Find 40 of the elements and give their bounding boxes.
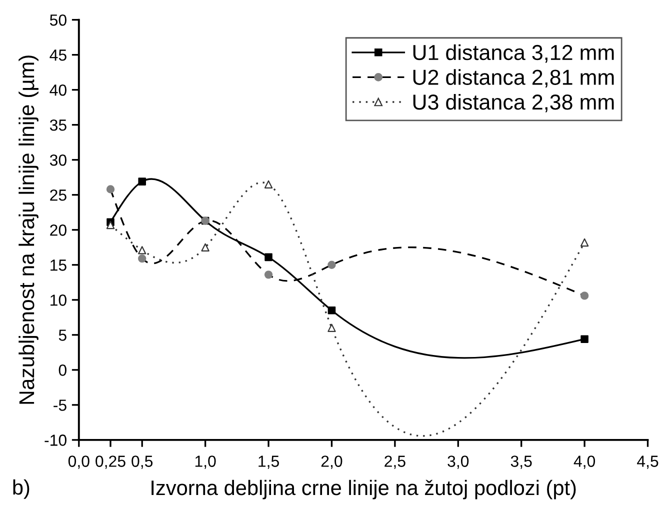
- point: [138, 246, 146, 254]
- point: [580, 335, 588, 343]
- y-tick-label: 45: [50, 50, 66, 61]
- x-tick-label: 4,0: [574, 456, 596, 469]
- point: [328, 306, 336, 314]
- x-tick-label: 3,0: [448, 456, 469, 469]
- x-tick-label: 3,5: [510, 456, 532, 469]
- y-tick-label: 10: [50, 294, 66, 306]
- y-tick-label: 50: [50, 14, 66, 26]
- x-axis-title: Izvorna debljina crne linije na žutoj podlozi (pt): [152, 480, 576, 500]
- y-tick-label: 40: [50, 84, 66, 96]
- y-tick-label: -10: [44, 434, 66, 446]
- y-tick-label: 15: [50, 260, 66, 271]
- point: [580, 238, 589, 247]
- y-tick-label: 20: [50, 224, 66, 236]
- x-tick-label: 2,0: [321, 456, 342, 469]
- point: [201, 243, 210, 252]
- x-tick-label: 0,25: [96, 456, 126, 469]
- y-tick-label: 25: [50, 189, 66, 201]
- y-tick-label: -5: [54, 400, 66, 411]
- y-tick-label: 35: [50, 119, 66, 131]
- y-tick-label: 30: [50, 154, 66, 166]
- text: b): [13, 479, 30, 499]
- legend-label: U2 distanca 2,81 mm: [413, 69, 614, 88]
- legend-label: U3 distanca 2,38 mm: [413, 94, 614, 112]
- legend-label: U1 distanca 3,12 mm: [413, 44, 614, 63]
- point: [328, 324, 336, 332]
- x-tick-label: 1,5: [258, 456, 279, 469]
- x-tick-label: 1,0: [195, 456, 216, 469]
- x-tick-label: 0,0: [68, 456, 90, 469]
- y-tick-label: 5: [58, 330, 66, 341]
- x-tick-label: 2,5: [384, 456, 406, 469]
- point: [106, 220, 115, 230]
- y-axis-title: Nazubljenost na kraju linije linije (µm): [18, 56, 38, 404]
- x-tick-label: 4,5: [637, 456, 658, 469]
- point: [138, 178, 146, 186]
- y-tick-label: 0: [58, 364, 66, 376]
- point: [264, 253, 272, 262]
- x-tick-label: 0,5: [132, 456, 153, 469]
- point: [264, 180, 273, 188]
